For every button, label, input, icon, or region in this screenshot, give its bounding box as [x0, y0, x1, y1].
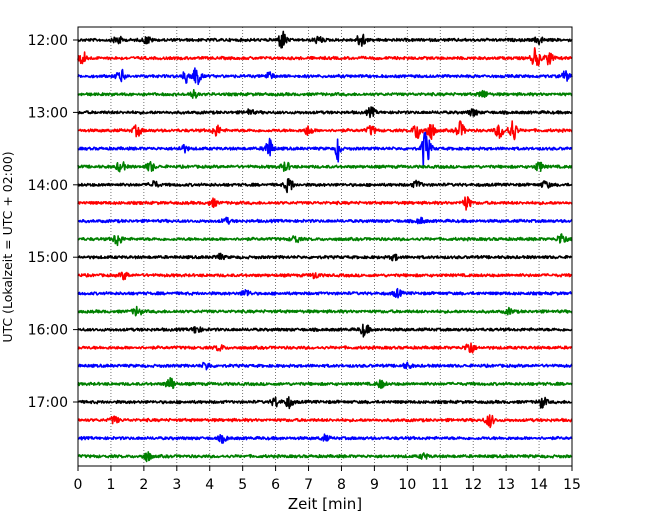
trace-line: [77, 47, 573, 67]
trace-line: [77, 451, 573, 463]
plot-frame: [77, 26, 573, 467]
trace-line: [77, 89, 573, 99]
x-tick-label: 3: [172, 477, 181, 493]
x-axis: 0 1 2 3 4 5 6 7 8 9 10 11 12 13 14 15: [74, 466, 581, 493]
x-tick-label: 5: [238, 477, 247, 493]
y-tick-label: 17:00: [28, 395, 68, 411]
trace-line: [77, 161, 573, 173]
x-tick-label: 6: [271, 477, 280, 493]
x-tick-label: 14: [530, 477, 548, 493]
trace-line: [77, 30, 573, 49]
trace-line: [77, 271, 573, 281]
seismogram-traces: [77, 30, 573, 463]
x-tick-label: 9: [370, 477, 379, 493]
y-axis-label: UTC (Lokalzeit = UTC + 02:00): [0, 151, 15, 342]
trace-line: [77, 120, 573, 141]
x-tick-label: 15: [563, 477, 581, 493]
x-tick-label: 8: [337, 477, 346, 493]
x-tick-label: 13: [497, 477, 515, 493]
trace-line: [77, 305, 573, 317]
grid-lines: [110, 27, 540, 466]
x-tick-label: 1: [106, 477, 115, 493]
trace-line: [77, 377, 573, 390]
x-tick-label: 2: [139, 477, 148, 493]
trace-line: [77, 233, 573, 247]
trace-line: [77, 178, 573, 194]
y-tick-label: 12:00: [28, 33, 68, 49]
x-tick-label: 12: [464, 477, 482, 493]
x-axis-label: Zeit [min]: [288, 495, 362, 513]
trace-line: [77, 131, 573, 168]
y-tick-label: 16:00: [28, 323, 68, 339]
x-tick-label: 10: [398, 477, 416, 493]
trace-line: [77, 342, 573, 354]
x-tick-label: 0: [74, 477, 83, 493]
trace-line: [77, 287, 573, 299]
trace-line: [77, 414, 573, 429]
trace-line: [77, 252, 573, 262]
y-tick-label: 14:00: [28, 178, 68, 194]
trace-line: [77, 433, 573, 444]
trace-line: [77, 396, 573, 410]
trace-line: [77, 196, 573, 211]
trace-line: [77, 106, 573, 119]
trace-line: [77, 216, 573, 225]
y-axis: 12:00 13:00 14:00 15:00 16:00 17:00: [28, 33, 78, 411]
x-tick-label: 11: [431, 477, 449, 493]
x-tick-label: 4: [205, 477, 214, 493]
trace-line: [77, 361, 573, 371]
trace-line: [77, 323, 573, 338]
x-tick-label: 7: [304, 477, 313, 493]
y-tick-label: 13:00: [28, 105, 68, 121]
trace-line: [77, 67, 573, 86]
y-tick-label: 15:00: [28, 250, 68, 266]
